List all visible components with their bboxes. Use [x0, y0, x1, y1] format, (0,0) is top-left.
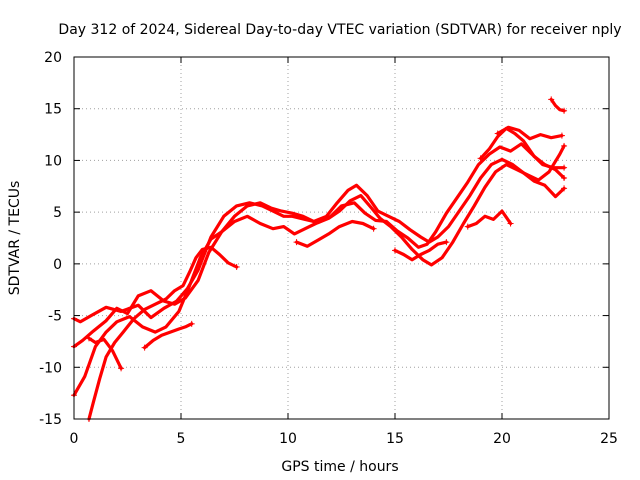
y-tick-label: 15	[44, 102, 62, 118]
x-tick-labels: 0 5 10 15 20 25	[70, 431, 618, 447]
y-tick-label: 5	[53, 205, 62, 221]
series-trace-2	[71, 157, 568, 350]
series-line	[479, 126, 566, 180]
series-line	[393, 240, 448, 262]
series-point-marker	[141, 344, 148, 351]
grid-lines	[74, 57, 609, 419]
y-tick-label: -5	[48, 309, 62, 325]
plot-frame	[73, 56, 610, 420]
series-point-marker	[561, 175, 568, 182]
series-point-marker	[507, 220, 514, 227]
series-line	[72, 157, 566, 349]
y-tick-labels: -15 -10 -5 0 5 10 15 20	[39, 50, 62, 428]
series-trace-5	[85, 335, 125, 372]
series-point-marker	[561, 142, 568, 149]
series-point-marker	[548, 96, 555, 103]
series-layer	[71, 96, 568, 422]
series-point-marker	[443, 239, 450, 246]
series-point-marker	[293, 239, 300, 246]
x-tick-label: 10	[279, 431, 297, 447]
axis-ticks	[73, 56, 610, 420]
series-point-marker	[464, 223, 471, 230]
series-point-marker	[558, 132, 565, 139]
series-trace-11	[494, 125, 565, 141]
series-point-marker	[392, 247, 398, 254]
chart-title: Day 312 of 2024, Sidereal Day-to-day VTE…	[58, 22, 621, 38]
x-axis-label: GPS time / hours	[281, 459, 398, 475]
series-trace-12	[548, 96, 568, 114]
series-line	[72, 144, 566, 397]
y-tick-label: 20	[44, 50, 62, 66]
series-line	[466, 209, 513, 229]
series-trace-8	[392, 239, 450, 262]
series-line	[549, 97, 566, 113]
series-line	[295, 219, 376, 248]
series-point-marker	[561, 164, 568, 171]
y-tick-label: 10	[44, 153, 62, 169]
series-point-marker	[370, 225, 377, 232]
series-trace-3	[71, 142, 568, 399]
series-point-marker	[561, 107, 568, 114]
series-trace-9	[464, 209, 514, 230]
series-line	[87, 336, 123, 370]
series-point-marker	[494, 130, 501, 137]
x-tick-label: 0	[70, 431, 79, 447]
series-point-marker	[188, 320, 195, 327]
series-trace-7	[293, 219, 377, 248]
series-point-marker	[233, 263, 240, 270]
series-point-marker	[85, 335, 92, 342]
series-trace-6	[141, 320, 195, 351]
series-line	[143, 322, 194, 350]
y-tick-label: -10	[39, 360, 62, 376]
series-point-marker	[477, 155, 484, 162]
x-tick-label: 15	[386, 431, 404, 447]
x-tick-label: 20	[493, 431, 511, 447]
series-line	[87, 245, 239, 421]
x-tick-label: 25	[600, 431, 618, 447]
y-tick-label: -15	[39, 412, 62, 428]
series-point-marker	[118, 365, 125, 372]
y-axis-label: SDTVAR / TECUs	[7, 181, 23, 296]
series-trace-10	[477, 126, 568, 182]
x-tick-label: 5	[177, 431, 186, 447]
series-line	[496, 125, 564, 141]
y-tick-label: 0	[53, 257, 62, 273]
series-line	[72, 142, 566, 324]
series-point-marker	[561, 185, 568, 192]
series-trace-1	[71, 142, 568, 324]
